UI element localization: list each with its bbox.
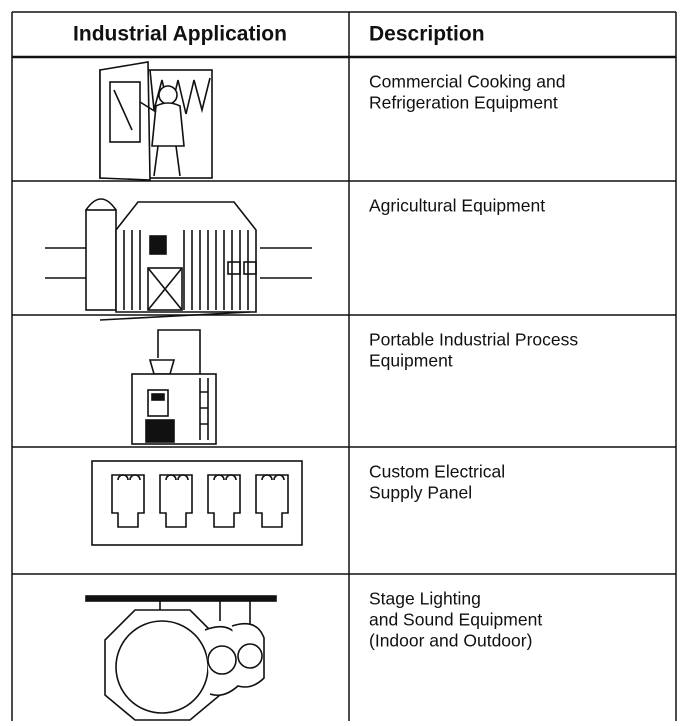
description-line: Stage Lighting <box>369 589 481 609</box>
lens <box>237 643 263 669</box>
glare <box>113 89 133 131</box>
display <box>151 393 165 401</box>
window <box>109 81 141 143</box>
carcasses <box>149 69 211 115</box>
lens <box>207 645 237 675</box>
outlet <box>159 474 193 528</box>
ground <box>99 311 251 321</box>
illustration-process-equipment <box>131 329 217 445</box>
arm <box>139 101 157 113</box>
rack <box>199 378 209 440</box>
panel <box>91 460 303 546</box>
description-line: Portable Industrial Process <box>369 330 578 350</box>
outlet <box>255 474 289 528</box>
outlets <box>111 474 289 528</box>
illustration-stage-lighting <box>85 595 277 721</box>
outlet <box>111 474 145 528</box>
control-panel <box>147 389 169 417</box>
illustration-electrical-panel <box>91 460 303 546</box>
table-grid <box>11 11 677 721</box>
body <box>151 102 185 147</box>
fence <box>45 247 312 279</box>
description-line: Commercial Cooking and <box>369 72 565 92</box>
silo-dome <box>85 198 117 211</box>
door-cross <box>147 267 183 311</box>
head <box>158 85 178 105</box>
truss <box>85 595 277 602</box>
description-line: Equipment <box>369 351 453 371</box>
description-line: and Sound Equipment <box>369 610 542 630</box>
pipe <box>157 329 201 410</box>
tank <box>148 359 176 375</box>
description-line: Agricultural Equipment <box>369 196 545 216</box>
illustration-barn <box>45 198 312 321</box>
pump <box>145 419 175 443</box>
legs <box>153 145 181 177</box>
outlet <box>207 474 241 528</box>
vent <box>243 261 257 275</box>
description-line: Supply Panel <box>369 483 472 503</box>
door <box>99 61 151 181</box>
vent <box>227 261 241 275</box>
barn <box>115 201 257 313</box>
covers <box>117 474 285 481</box>
header-cell: Description <box>369 23 485 46</box>
description-line: Refrigeration Equipment <box>369 93 558 113</box>
silo <box>85 209 117 311</box>
loft <box>149 235 167 255</box>
lens <box>115 620 209 714</box>
illustration-refrigeration <box>99 61 213 181</box>
description-line: Custom Electrical <box>369 462 505 482</box>
light <box>231 622 265 688</box>
header-cell: Industrial Application <box>73 23 287 46</box>
description-line: (Indoor and Outdoor) <box>369 631 532 651</box>
